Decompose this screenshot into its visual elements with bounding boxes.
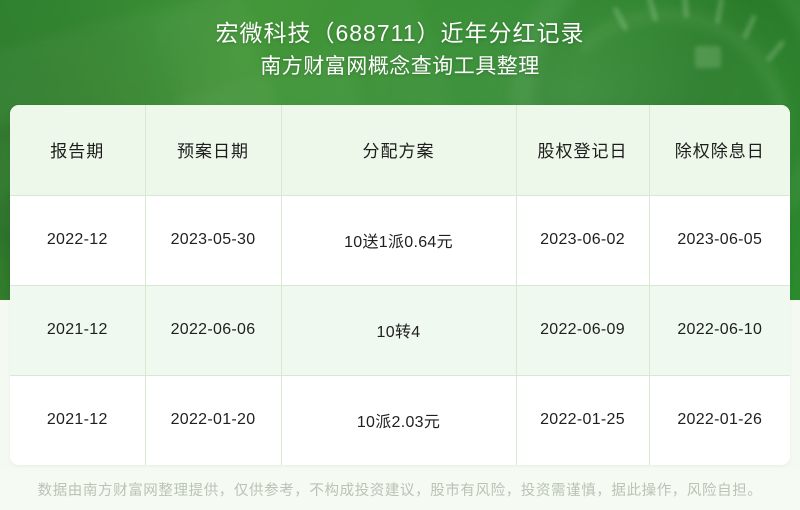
footer-disclaimer: 数据由南方财富网整理提供，仅供参考，不构成投资建议，股市有风险，投资需谨慎，据此… [0, 468, 800, 510]
cell-distribution-plan: 10派2.03元 [281, 375, 517, 465]
cell-ex-dividend-date: 2022-01-26 [677, 411, 763, 429]
cell-distribution-plan: 10送1派0.64元 [281, 195, 517, 286]
page-title-block: 宏微科技（688711）近年分红记录 南方财富网概念查询工具整理 [0, 16, 800, 83]
column-header-distribution-plan[interactable]: 分配方案 [281, 105, 517, 196]
column-header-record-date[interactable]: 股权登记日 [516, 105, 650, 196]
page-title: 宏微科技（688711）近年分红记录 [215, 20, 585, 46]
cell-plan-date: 2022-06-06 [145, 285, 282, 376]
cell-record-date: 2023-06-02 [516, 195, 650, 286]
cell-record-date: 2022-01-25 [516, 375, 650, 465]
table-body: 2022-12 2023-05-30 10送1派0.64元 2023-06-02… [10, 195, 790, 465]
cell-plan-date: 2023-05-30 [145, 195, 282, 286]
column-header-report-period[interactable]: 报告期 [10, 105, 146, 196]
page-subtitle: 南方财富网概念查询工具整理 [260, 55, 540, 78]
table-header-row: 报告期 预案日期 分配方案 股权登记日 除权除息日 [10, 105, 790, 196]
cell-ex-dividend-date: 2023-06-05 [649, 195, 790, 286]
cell-report-period: 2021-12 [10, 375, 146, 465]
footer-disclaimer-text: 数据由南方财富网整理提供，仅供参考，不构成投资建议，股市有风险，投资需谨慎，据此… [37, 482, 763, 499]
cell-record-date: 2022-06-09 [516, 285, 650, 376]
cell-ex-dividend-date: 2022-06-10 [649, 285, 790, 376]
dividend-table: 报告期 预案日期 分配方案 股权登记日 除权除息日 2022-12 2023-0… [10, 105, 790, 465]
cell-distribution-plan: 10转4 [281, 285, 517, 376]
column-header-plan-date[interactable]: 预案日期 [145, 105, 282, 196]
dividend-table-card: 报告期 预案日期 分配方案 股权登记日 除权除息日 2022-12 2023-0… [10, 105, 790, 465]
table-header: 报告期 预案日期 分配方案 股权登记日 除权除息日 [10, 105, 790, 196]
cell-report-period: 2021-12 [10, 285, 146, 376]
cell-plan-date: 2022-01-20 [145, 375, 282, 465]
cell-report-period: 2022-12 [10, 195, 146, 286]
table-row: 2021-12 2022-01-20 10派2.03元 2022-01-25 2… [10, 375, 790, 465]
table-row: 2021-12 2022-06-06 10转4 2022-06-09 2022-… [10, 285, 790, 376]
table-row: 2022-12 2023-05-30 10送1派0.64元 2023-06-02… [10, 195, 790, 286]
column-header-ex-dividend-date[interactable]: 除权除息日 [649, 105, 790, 196]
